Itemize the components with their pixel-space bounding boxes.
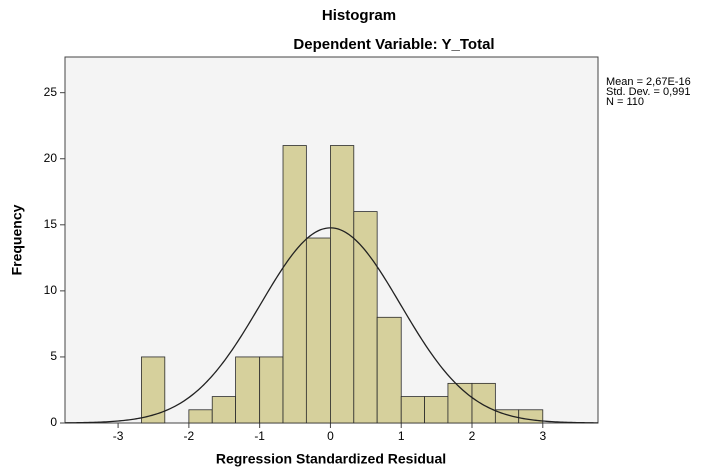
histogram-bar [330,145,355,424]
x-axis-label: Regression Standardized Residual [216,451,446,467]
y-tick-label: 25 [44,85,58,99]
x-tick-label: 1 [398,429,405,443]
histogram-bar [282,145,307,424]
x-tick-label: -3 [113,429,124,443]
histogram-bar [259,356,284,424]
histogram-bar [211,396,236,424]
y-tick-label: 0 [50,415,57,429]
y-tick-label: 15 [44,217,58,231]
stat-label: N = 110 [606,96,644,108]
histogram-bar [447,382,473,424]
chart-title: Histogram [322,7,396,24]
histogram-bar [141,356,166,424]
histogram-bar [400,396,425,424]
y-tick-label: 10 [44,283,58,297]
stat-label: Std. Dev. = 0,991 [606,86,691,98]
y-tick-label: 20 [44,151,58,165]
histogram-bar [188,409,213,424]
x-tick-label: 0 [327,429,334,443]
stat-label: Mean = 2,67E-16 [606,76,691,88]
x-tick-label: 3 [539,429,546,443]
y-axis-label: Frequency [9,204,25,275]
x-tick-label: 2 [469,429,476,443]
y-tick-label: 5 [50,349,57,363]
histogram-bar [353,211,378,424]
histogram-bar [376,316,402,424]
x-tick-label: -2 [184,429,195,443]
x-tick-label: -1 [254,429,265,443]
normal-curve [64,227,599,424]
histogram-bar [235,356,261,424]
histogram-bar [518,409,544,424]
histogram-bar [424,396,449,424]
chart-subtitle: Dependent Variable: Y_Total [293,36,494,53]
histogram-bar [471,382,496,424]
histogram-bar [305,237,331,424]
